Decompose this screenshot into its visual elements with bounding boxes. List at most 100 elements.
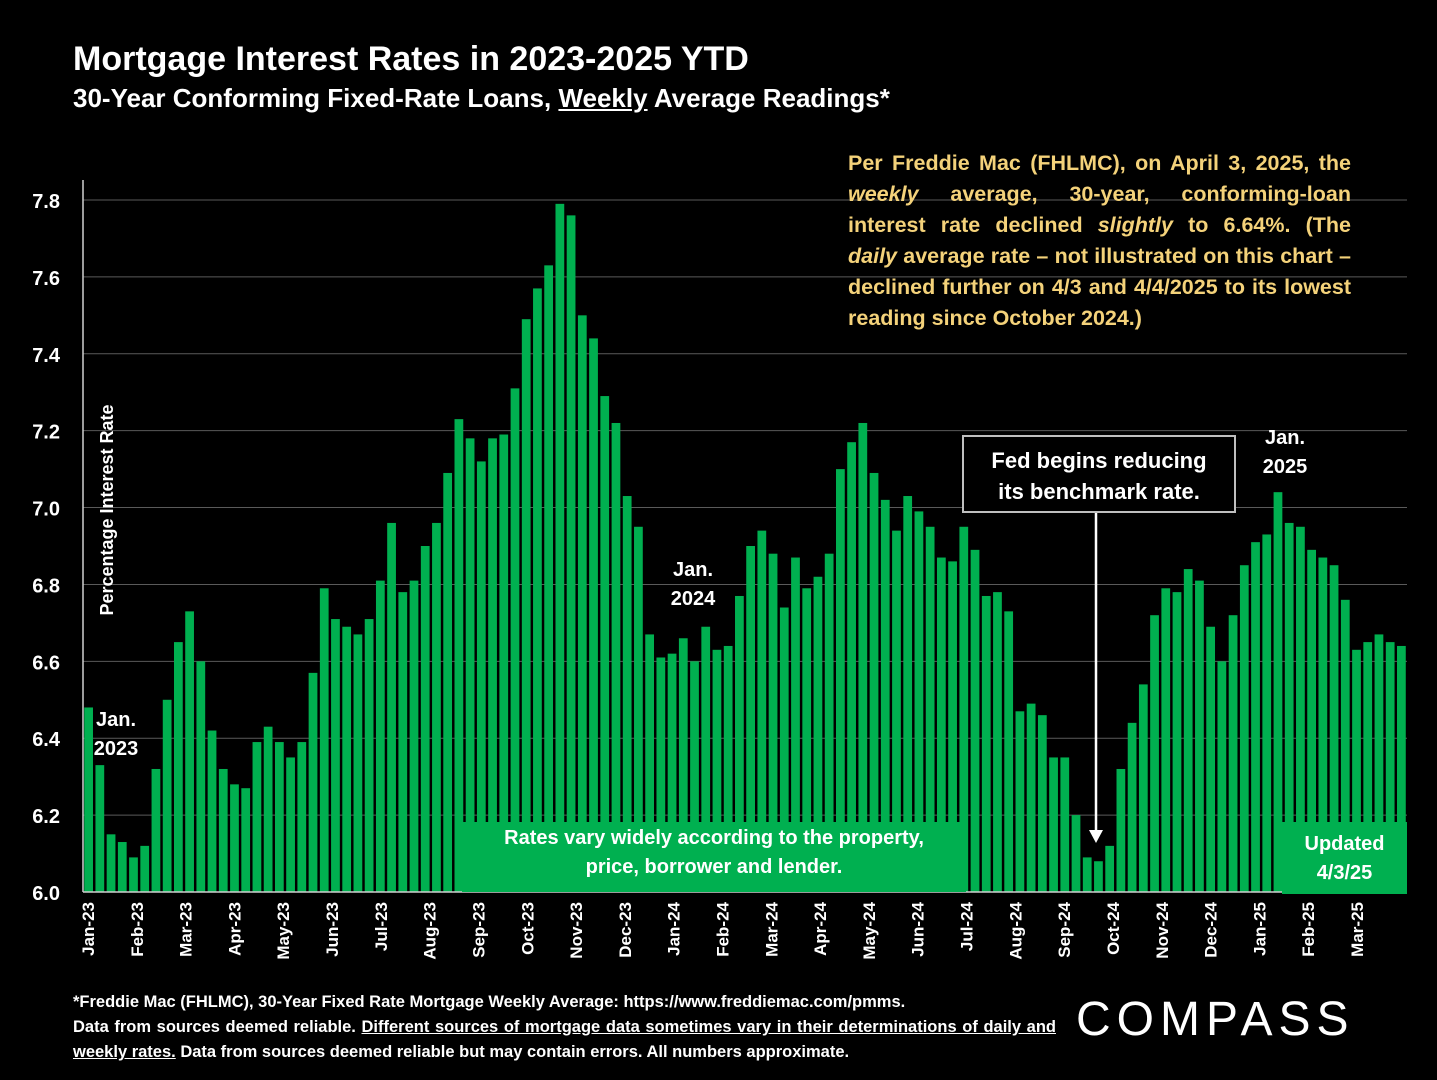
bar (1352, 649, 1361, 892)
bar (847, 442, 856, 892)
rates-line-2: price, borrower and lender. (585, 856, 843, 878)
bar (1183, 569, 1193, 892)
subtitle-pre: 30-Year Conforming Fixed-Rate Loans, (73, 83, 559, 113)
notice-italic-3: daily (848, 244, 897, 268)
jan-2025-label: Jan. 2025 (1255, 424, 1315, 482)
bar (577, 315, 587, 892)
bar (1094, 861, 1103, 892)
bar (802, 588, 812, 892)
bar (252, 742, 262, 892)
x-tick-label: Feb-24 (714, 901, 733, 956)
bar (914, 511, 924, 892)
x-tick-label: Sep-23 (469, 902, 488, 958)
bar (1363, 642, 1373, 892)
bar (925, 526, 935, 892)
freddie-mac-notice: Per Freddie Mac (FHLMC), on April 3, 202… (848, 148, 1351, 334)
x-tick-labels: Jan-23 Feb-23 Mar-23 Apr-23 May-23 Jun-23 Jul-… (79, 901, 1367, 959)
bar (297, 742, 307, 892)
x-tick-label: Sep-24 (1055, 901, 1074, 957)
notice-text-1: Per Freddie Mac (FHLMC), on April 3, 202… (848, 151, 1351, 175)
bar (375, 580, 385, 892)
bar (1217, 661, 1227, 892)
jan-2024-month: Jan. (672, 559, 714, 581)
bar (409, 580, 419, 892)
bar-series (84, 203, 1406, 893)
updated-line-1: Updated (1304, 833, 1385, 855)
bar (1105, 845, 1115, 892)
footnote-text-b: Data from sources deemed reliable but ma… (175, 1043, 850, 1061)
bar (622, 496, 632, 892)
x-tick-label: Oct-24 (1104, 901, 1123, 954)
x-tick-label: Jan-25 (1250, 902, 1269, 956)
bar (880, 499, 890, 892)
bar (185, 611, 194, 892)
bar (1385, 642, 1395, 892)
bar (398, 592, 408, 892)
bar (678, 638, 688, 892)
bar (499, 434, 509, 892)
x-tick-label: Mar-24 (762, 901, 781, 956)
bar (319, 588, 329, 892)
bar (140, 845, 150, 892)
page-title: Mortgage Interest Rates in 2023-2025 YTD (73, 40, 749, 78)
y-tick-label: 7.6 (32, 268, 60, 290)
bar (1239, 565, 1249, 892)
subtitle-post: Average Readings* (647, 83, 890, 113)
bar (1127, 722, 1137, 892)
bar (712, 649, 722, 892)
bar (600, 396, 610, 892)
bar (1161, 588, 1171, 892)
x-tick-label: Jan-24 (665, 901, 684, 955)
jan-2024-year: 2024 (670, 588, 716, 610)
bar (701, 626, 711, 892)
bar (746, 546, 755, 892)
notice-text-3: to 6.64%. (The (1172, 213, 1351, 237)
rates-line-1: Rates vary widely according to the prope… (504, 827, 924, 849)
x-tick-label: Aug-24 (1006, 901, 1025, 959)
bar (1284, 522, 1294, 892)
bar (1206, 626, 1216, 892)
bar (555, 203, 565, 892)
bar (634, 526, 643, 892)
bar (1307, 549, 1317, 892)
bar (129, 857, 138, 892)
bar (230, 784, 239, 892)
bar (84, 707, 93, 892)
y-tick-labels: 6.0 6.2 6.4 6.6 6.8 7.0 7.2 7.4 7.6 7.8 (32, 191, 61, 905)
bar (1004, 611, 1014, 892)
bar (611, 422, 621, 892)
y-tick-label: 7.4 (32, 345, 61, 367)
bar (454, 419, 464, 892)
bar (993, 592, 1002, 892)
bar (1116, 768, 1126, 892)
x-tick-label: Apr-23 (225, 902, 244, 956)
jan-2023-month: Jan. (95, 709, 137, 731)
bar (342, 626, 352, 892)
bar (1049, 757, 1058, 892)
footnote-line-2: Data from sources deemed reliable. Diffe… (73, 1015, 1056, 1065)
bar (959, 526, 969, 892)
x-tick-label: Apr-24 (811, 901, 830, 955)
bar (432, 522, 441, 892)
bar (1273, 492, 1283, 892)
footnote-text-a: Data from sources deemed reliable. (73, 1018, 362, 1036)
rates-vary-box: Rates vary widely according to the prope… (462, 822, 966, 892)
bar (476, 461, 486, 892)
x-tick-label: Jul-24 (958, 901, 977, 951)
bar (286, 757, 295, 892)
bar (162, 699, 172, 892)
bar (1251, 542, 1260, 892)
bar (387, 522, 396, 892)
bar (443, 472, 453, 892)
bar (173, 642, 183, 892)
bar (1026, 703, 1036, 892)
footnote-line-1: *Freddie Mac (FHLMC), 30-Year Fixed Rate… (73, 993, 906, 1011)
y-tick-label: 6.4 (32, 729, 61, 751)
bar (791, 557, 800, 892)
bar (1015, 711, 1025, 892)
bar (768, 553, 778, 892)
footnote-underlined: Different sources of mortgage data somet… (73, 1018, 1056, 1061)
bar (1082, 857, 1092, 892)
bar (970, 549, 980, 892)
